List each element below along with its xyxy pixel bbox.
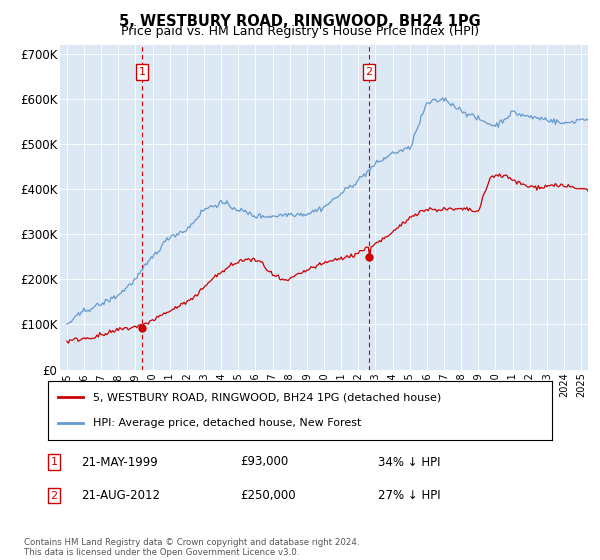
Text: 5, WESTBURY ROAD, RINGWOOD, BH24 1PG: 5, WESTBURY ROAD, RINGWOOD, BH24 1PG [119,14,481,29]
Text: 27% ↓ HPI: 27% ↓ HPI [378,489,440,502]
Text: £93,000: £93,000 [240,455,288,469]
Text: 1: 1 [139,67,145,77]
Text: Contains HM Land Registry data © Crown copyright and database right 2024.
This d: Contains HM Land Registry data © Crown c… [24,538,359,557]
Text: 34% ↓ HPI: 34% ↓ HPI [378,455,440,469]
Text: 21-MAY-1999: 21-MAY-1999 [81,455,158,469]
Text: 2: 2 [365,67,373,77]
Text: £250,000: £250,000 [240,489,296,502]
Text: 2: 2 [50,491,58,501]
Text: 1: 1 [50,457,58,467]
Text: 5, WESTBURY ROAD, RINGWOOD, BH24 1PG (detached house): 5, WESTBURY ROAD, RINGWOOD, BH24 1PG (de… [94,392,442,402]
Text: HPI: Average price, detached house, New Forest: HPI: Average price, detached house, New … [94,418,362,428]
Text: 21-AUG-2012: 21-AUG-2012 [81,489,160,502]
Text: Price paid vs. HM Land Registry's House Price Index (HPI): Price paid vs. HM Land Registry's House … [121,25,479,38]
